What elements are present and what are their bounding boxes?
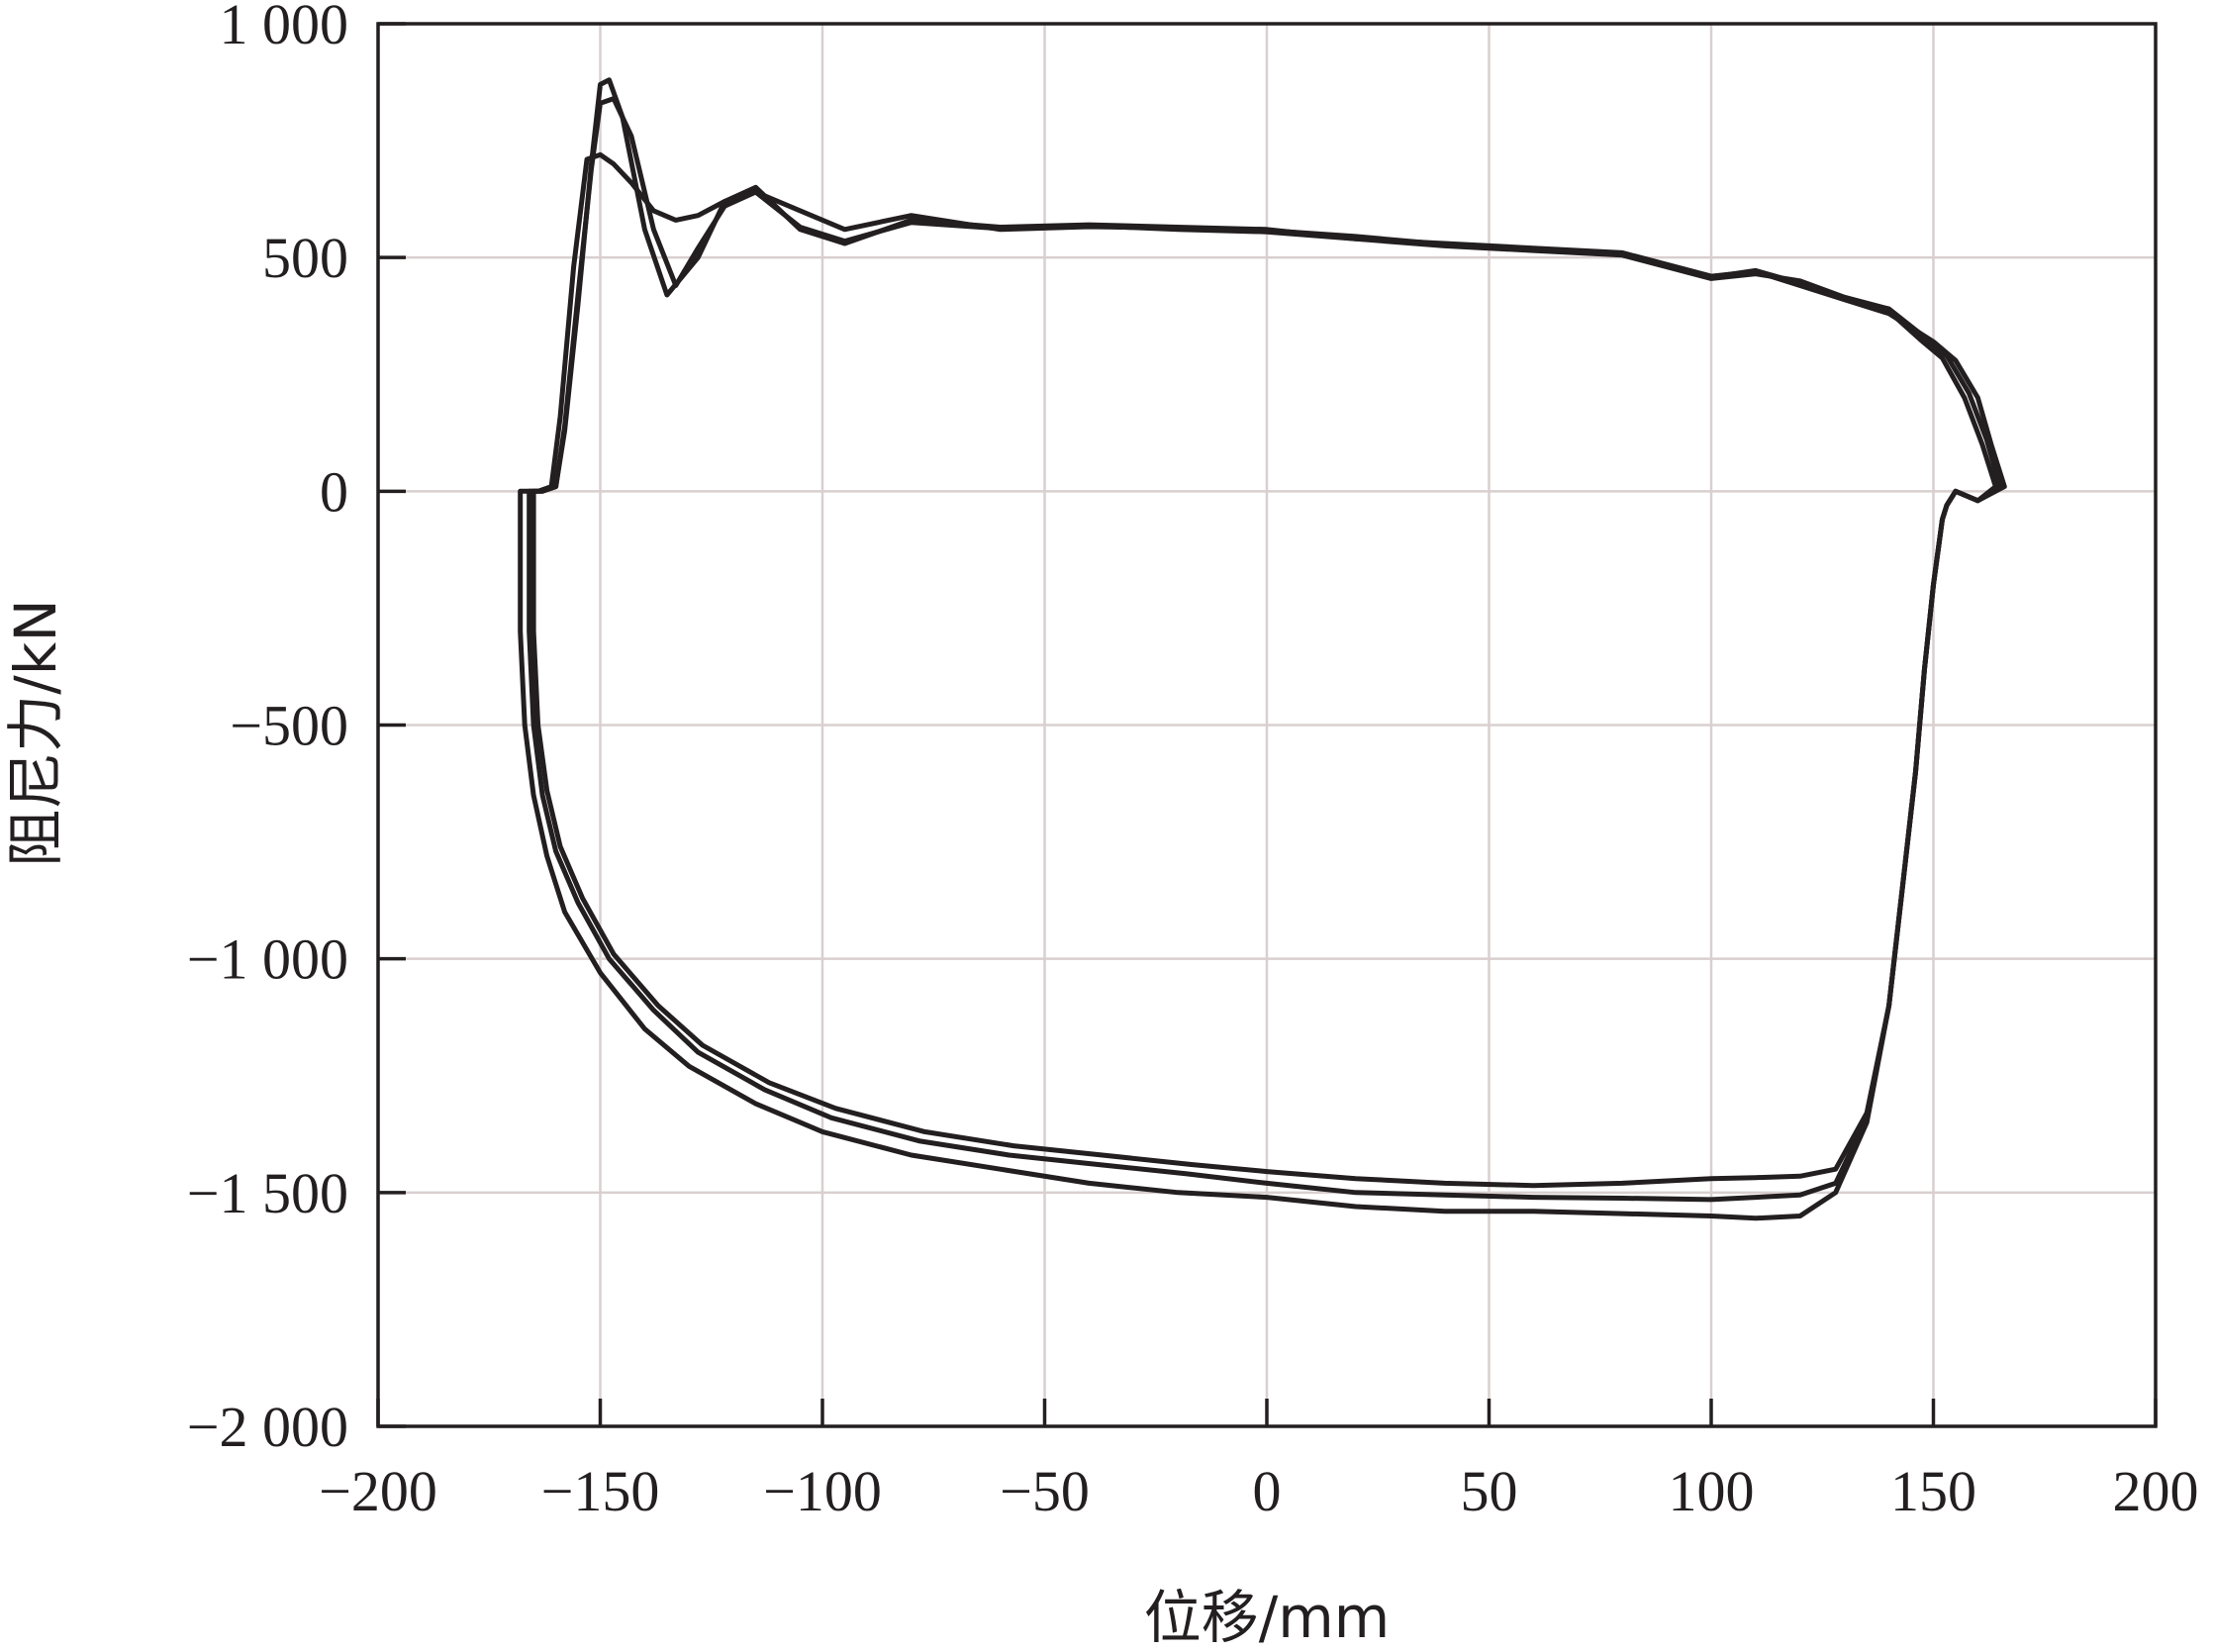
y-tick-labels: 1 000 500 0 −500 −1 000 −1 500 −2 000 <box>187 0 348 1459</box>
hysteresis-loop-2 <box>527 96 2003 1203</box>
x-tick-labels: −200 −150 −100 −50 0 50 100 150 200 <box>319 1459 2198 1523</box>
y-tick-label: −1 000 <box>187 927 348 992</box>
y-tick-label: −500 <box>230 694 348 758</box>
x-tick-label: 50 <box>1461 1459 1518 1523</box>
x-tick-label: −200 <box>319 1459 437 1523</box>
y-tick-label: −1 500 <box>187 1161 348 1225</box>
y-axis-title: 阻尼力/kN <box>2 599 69 867</box>
hysteresis-loop-3 <box>530 151 1998 1189</box>
x-tick-label: 100 <box>1669 1459 1755 1523</box>
x-tick-label: −50 <box>1000 1459 1090 1523</box>
x-tick-label: 200 <box>2113 1459 2199 1523</box>
hysteresis-loop-1 <box>518 77 2007 1221</box>
y-tick-label: 500 <box>262 226 348 290</box>
gridlines <box>378 24 2156 1426</box>
x-tick-label: −150 <box>541 1459 660 1523</box>
hysteresis-loops <box>518 77 2007 1221</box>
x-tick-label: −100 <box>763 1459 882 1523</box>
x-tick-label: 150 <box>1890 1459 1976 1523</box>
y-tick-label: 0 <box>320 459 348 524</box>
x-axis-title: 位移/mm <box>1144 1584 1391 1651</box>
y-tick-label: 1 000 <box>220 0 349 56</box>
axis-ticks <box>376 22 2158 1428</box>
x-tick-label: 0 <box>1253 1459 1282 1523</box>
y-tick-label: −2 000 <box>187 1395 348 1459</box>
